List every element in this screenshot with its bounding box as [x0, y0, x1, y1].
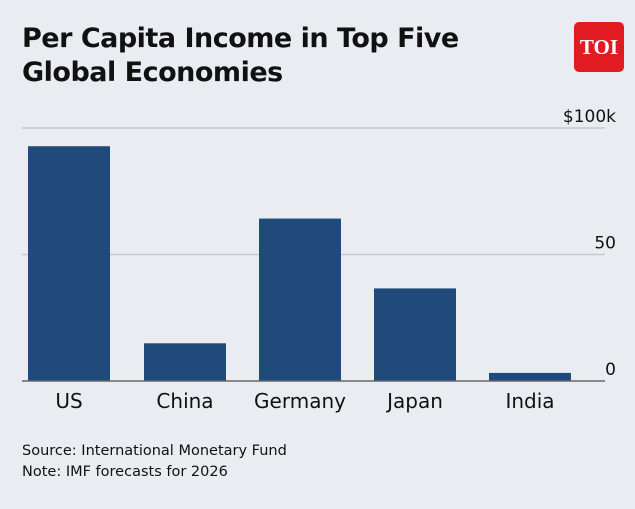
bar-china: [144, 343, 226, 381]
x-tick-label: US: [55, 389, 82, 413]
bar-chart: 0 50 $100k US China Germany Japan India: [22, 107, 616, 413]
y-tick-label: $100k: [563, 107, 616, 127]
source-text: Source: International Monetary Fund: [22, 443, 287, 459]
x-tick-label: Germany: [254, 389, 346, 413]
bar-us: [28, 146, 110, 381]
chart-title: Per Capita Income in Top Five Global Eco…: [22, 23, 459, 88]
y-tick-label: 50: [594, 234, 616, 254]
bar-germany: [259, 218, 341, 381]
x-tick-label: Japan: [385, 389, 443, 413]
footnotes: Source: International Monetary Fund Note…: [22, 441, 287, 483]
y-tick-label: 0: [605, 360, 616, 380]
toi-logo: TOI: [574, 22, 624, 72]
x-tick-label: China: [156, 389, 213, 413]
note-text: Note: IMF forecasts for 2026: [22, 464, 228, 480]
bar-japan: [374, 288, 456, 381]
x-tick-label: India: [505, 389, 554, 413]
bar-india: [489, 372, 571, 381]
